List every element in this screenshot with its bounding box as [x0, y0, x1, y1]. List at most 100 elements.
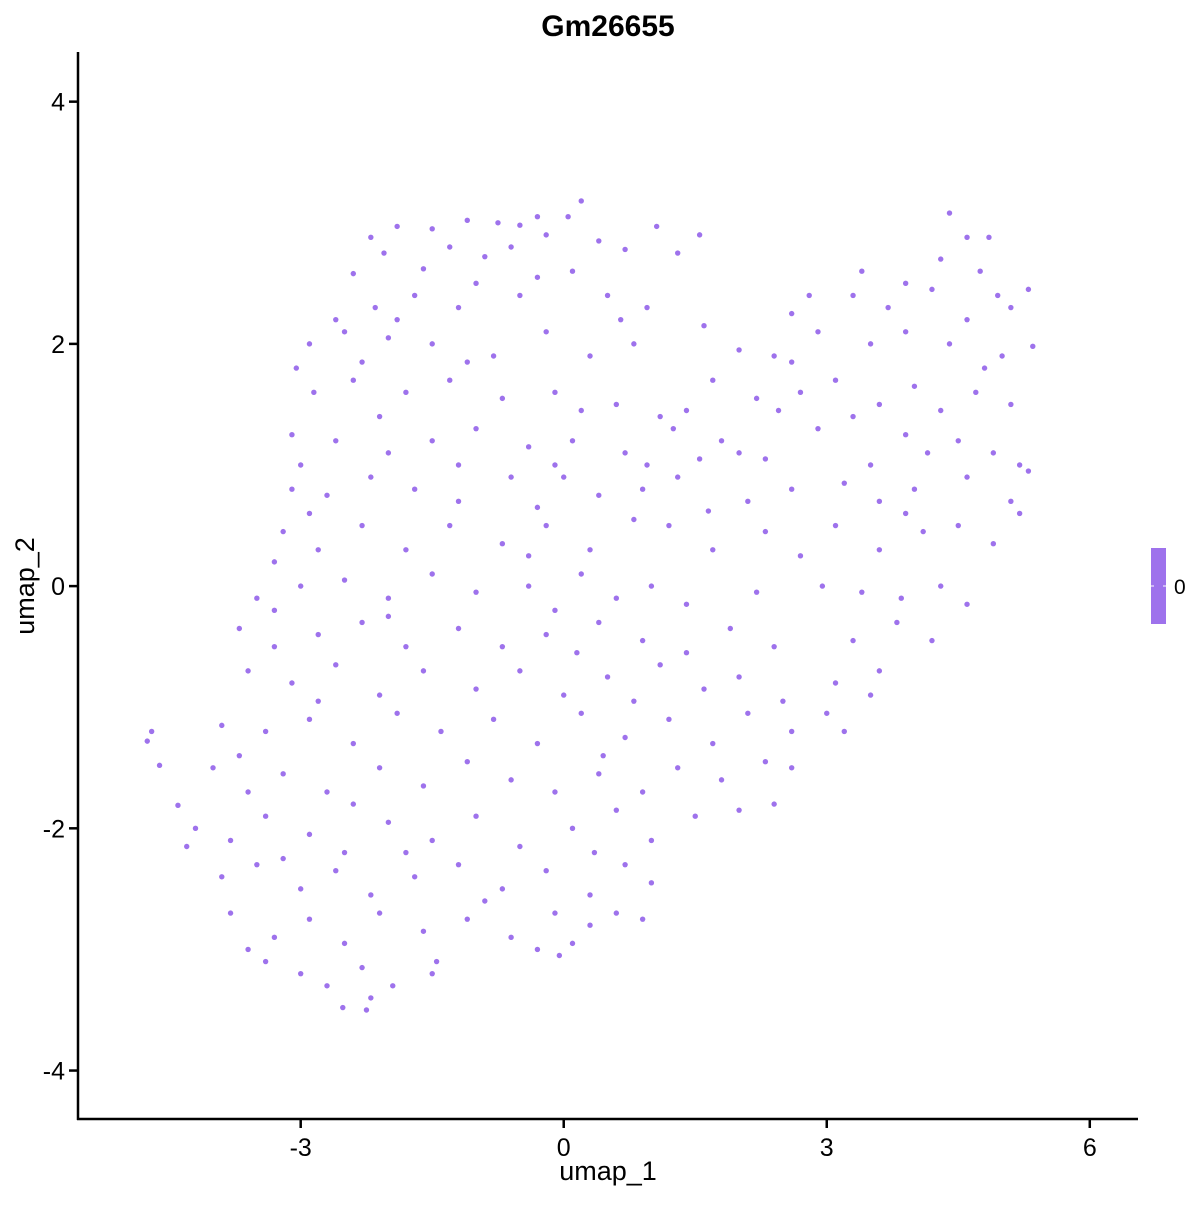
data-point — [832, 377, 839, 383]
data-point — [771, 353, 777, 359]
data-point — [705, 508, 712, 514]
data-point — [289, 486, 295, 492]
data-point — [775, 407, 782, 414]
data-point — [245, 946, 251, 953]
data-point — [411, 292, 418, 299]
data-point — [534, 214, 541, 220]
data-point — [797, 389, 804, 396]
x-tick-label: -3 — [290, 1134, 312, 1162]
data-point — [543, 522, 549, 529]
data-point — [280, 855, 286, 862]
data-point — [368, 474, 374, 480]
data-point — [736, 347, 742, 353]
data-point — [938, 583, 944, 589]
data-point — [604, 292, 611, 299]
data-point — [341, 849, 348, 856]
data-point — [341, 940, 348, 947]
data-point — [552, 462, 558, 468]
data-point — [359, 619, 365, 626]
data-point — [657, 413, 663, 420]
data-point — [534, 504, 541, 511]
data-point — [859, 589, 865, 595]
data-point — [315, 698, 321, 704]
points-layer — [144, 198, 1036, 1013]
data-point — [788, 486, 795, 492]
data-point — [745, 498, 751, 505]
data-point — [517, 222, 523, 228]
data-point — [938, 407, 944, 414]
data-point — [604, 674, 611, 680]
data-point — [271, 643, 278, 650]
data-point — [227, 910, 234, 916]
data-point — [245, 789, 251, 795]
data-point — [499, 541, 506, 547]
data-point — [333, 662, 339, 668]
data-point — [333, 316, 339, 323]
data-point — [587, 353, 593, 359]
data-point — [385, 450, 392, 456]
data-point — [771, 801, 777, 807]
data-point — [745, 710, 751, 716]
data-point — [788, 765, 795, 771]
data-point — [403, 389, 409, 396]
data-point — [639, 486, 646, 492]
data-point — [368, 234, 374, 241]
data-point — [552, 389, 558, 396]
data-point — [552, 607, 558, 614]
data-point — [368, 995, 374, 1001]
data-point — [867, 462, 874, 468]
data-point — [1008, 498, 1014, 505]
data-point — [184, 843, 190, 850]
data-point — [464, 916, 470, 922]
x-tick-label: 0 — [557, 1134, 571, 1162]
data-point — [596, 238, 602, 244]
data-point — [508, 777, 514, 783]
data-point — [525, 444, 532, 450]
data-point — [473, 813, 479, 819]
data-point — [420, 783, 427, 789]
data-point — [1008, 304, 1014, 311]
data-point — [929, 637, 935, 644]
data-point — [788, 728, 795, 735]
data-point — [490, 716, 497, 723]
data-point — [780, 698, 786, 704]
data-point — [824, 710, 830, 716]
data-point — [578, 571, 584, 577]
data-point — [788, 359, 795, 365]
data-point — [876, 401, 883, 408]
data-point — [981, 365, 988, 371]
data-point — [964, 474, 970, 480]
data-point — [324, 492, 330, 498]
data-point — [148, 728, 155, 735]
data-point — [394, 223, 400, 230]
data-point — [990, 541, 997, 547]
data-point — [350, 377, 357, 383]
data-point — [447, 377, 453, 383]
data-point — [771, 643, 777, 650]
data-point — [394, 316, 400, 323]
data-point — [675, 250, 681, 256]
data-point — [876, 498, 883, 505]
data-point — [333, 438, 339, 444]
data-point — [666, 522, 672, 529]
data-point — [644, 304, 650, 311]
data-point — [363, 1007, 370, 1013]
data-point — [473, 280, 479, 287]
data-point — [622, 450, 628, 456]
data-point — [429, 571, 435, 577]
data-point — [429, 438, 435, 444]
data-point — [898, 595, 904, 601]
data-point — [236, 752, 243, 759]
data-point — [499, 643, 506, 650]
data-point — [569, 940, 576, 947]
data-point — [867, 692, 874, 698]
data-point — [762, 759, 769, 765]
data-point — [569, 438, 576, 444]
data-point — [596, 619, 602, 626]
data-point — [552, 910, 558, 916]
data-point — [368, 892, 374, 898]
data-point — [271, 559, 278, 565]
data-point — [376, 413, 383, 420]
data-point — [455, 861, 462, 868]
